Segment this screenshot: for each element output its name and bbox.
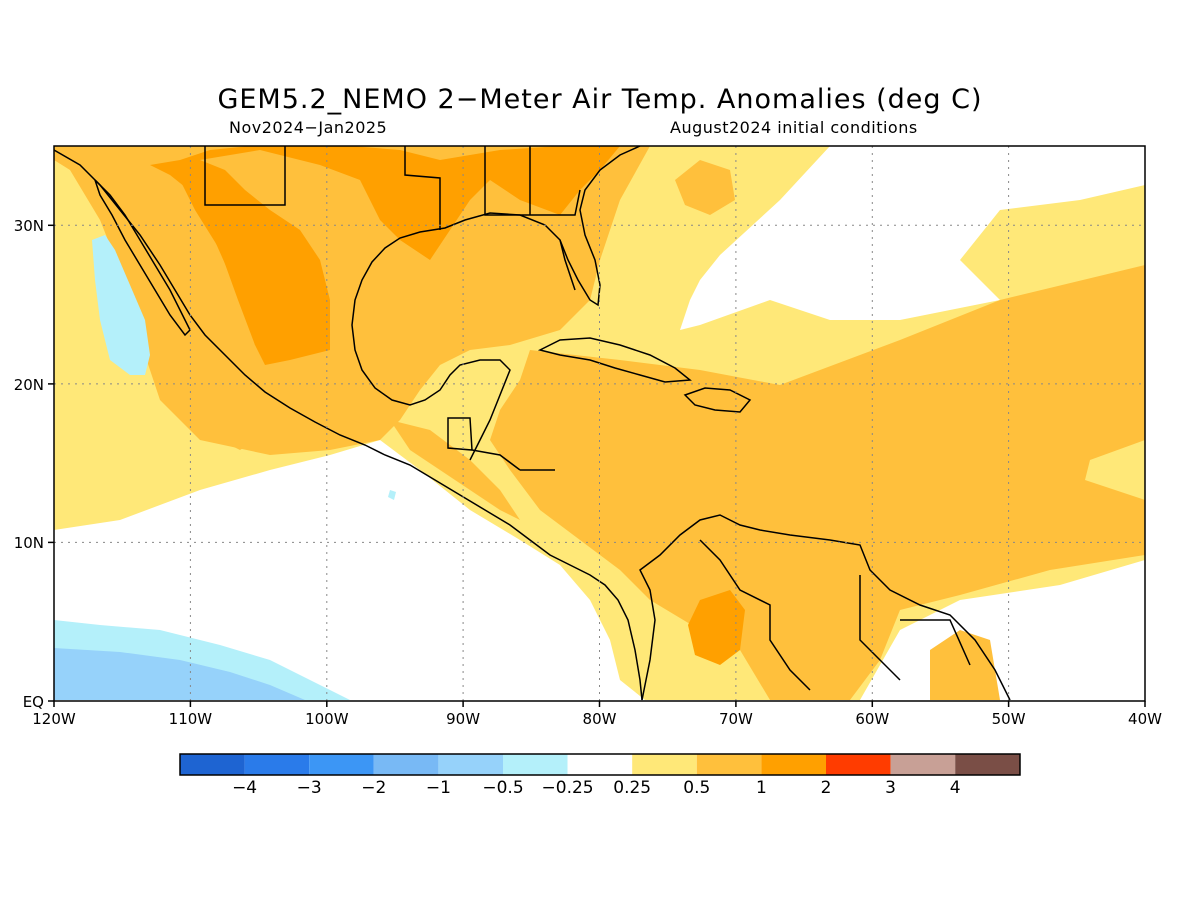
colorbar-label: −0.5 (482, 778, 523, 798)
grid-lines (54, 146, 1145, 701)
anomaly-region-0.5-1-central-america (390, 420, 520, 520)
florida (559, 146, 641, 307)
lat-label: 30N (14, 217, 44, 235)
lon-label: 70W (719, 710, 753, 728)
colorbar-swatch (438, 754, 503, 775)
anomaly-region-0.5-1-pacific-coast (160, 330, 255, 450)
colorbar-swatch (244, 754, 310, 775)
lon-label: 60W (855, 710, 889, 728)
anomaly-region-neg-small (388, 490, 396, 500)
lon-label: 80W (583, 710, 617, 728)
south-america-coast (639, 514, 1011, 701)
tick-marks (48, 224, 1146, 707)
colorbar: −4 −3 −2 −1 −0.5 −0.25 0.25 0.5 1 2 3 4 (179, 753, 1021, 798)
pacific-coast-mexico (54, 149, 643, 701)
colorbar-label: −2 (361, 778, 386, 798)
colorbar-swatch (890, 754, 956, 775)
lon-label: 110W (169, 710, 213, 728)
lon-label: 100W (305, 710, 349, 728)
central-america-borders (447, 417, 555, 471)
anomaly-region-0.5-1-caribbean (490, 265, 1145, 700)
colorbar-swatch (309, 754, 374, 775)
gulf-coast (351, 212, 576, 461)
colorbar-label: −3 (297, 778, 322, 798)
latitude-labels: EQ 10N 20N 30N (14, 217, 44, 711)
anomaly-region-neg-0.5--0.25-baja (92, 235, 150, 375)
anomaly-region-0.5-1-south-america (930, 630, 1000, 700)
anomaly-fields (54, 146, 1145, 701)
negative-anomaly-fields (54, 235, 396, 700)
lat-label: 20N (14, 376, 44, 394)
colorbar-swatch (567, 754, 633, 775)
anomaly-region-neg-1--0.5 (54, 648, 305, 700)
baja-california (94, 179, 191, 337)
anomaly-region-1-2-mexico-interior (180, 180, 270, 345)
lon-label: 50W (992, 710, 1026, 728)
lon-label: 40W (1128, 710, 1162, 728)
colorbar-swatch (696, 754, 762, 775)
colorbar-swatch (373, 754, 439, 775)
anomaly-region-1-2-venezuela (688, 590, 745, 665)
lat-label: 10N (14, 534, 44, 552)
lon-label: 90W (446, 710, 480, 728)
colorbar-swatch (503, 754, 568, 775)
cuba (537, 337, 692, 383)
colorbar-label: −4 (232, 778, 257, 798)
colorbar-label: 0.5 (683, 778, 710, 798)
colorbar-label: 1 (756, 778, 767, 798)
anomaly-region-0.25-0.5-atlantic (960, 185, 1145, 300)
colorbar-label: −0.25 (542, 778, 594, 798)
colorbar-label: 0.25 (613, 778, 651, 798)
colorbar-swatch (761, 754, 826, 775)
colorbar-swatch (826, 754, 891, 775)
colorbar-label: 3 (885, 778, 896, 798)
colorbar-swatch (632, 754, 697, 775)
colorbar-label: −1 (426, 778, 451, 798)
south-america-borders (699, 539, 971, 691)
colorbar-labels: −4 −3 −2 −1 −0.5 −0.25 0.25 0.5 1 2 3 4 (232, 778, 961, 798)
us-state-borders (204, 146, 581, 230)
colorbar-label: 2 (821, 778, 832, 798)
forecast-period: Nov2024−Jan2025 (229, 118, 388, 137)
initial-conditions: August2024 initial conditions (670, 118, 918, 137)
anomaly-region-0.5-1-north-atlantic (675, 160, 735, 215)
colorbar-frame (179, 753, 1021, 776)
lat-label: EQ (23, 693, 44, 711)
anomaly-region-1-2 (150, 146, 620, 365)
hispaniola (683, 387, 752, 413)
colorbar-label: 4 (950, 778, 961, 798)
colorbar-swatch (955, 754, 1020, 775)
map-title: GEM5.2_NEMO 2−Meter Air Temp. Anomalies … (217, 84, 983, 115)
longitude-labels: 120W 110W 100W 90W 80W 70W 60W 50W 40W (32, 710, 1162, 728)
colorbar-swatch (180, 754, 245, 775)
lon-label: 120W (32, 710, 76, 728)
coastlines (54, 146, 1011, 701)
